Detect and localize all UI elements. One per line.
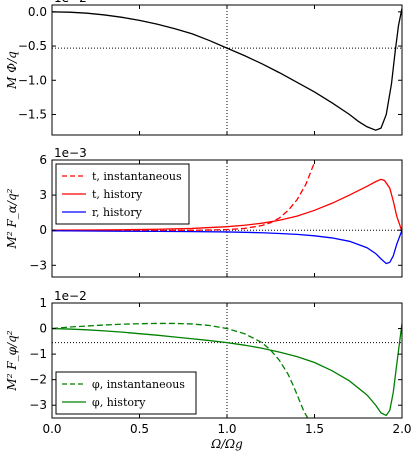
y-tick-label: −3: [29, 398, 47, 412]
legend-label: r, history: [92, 206, 143, 219]
exponent-label: 1e−3: [54, 146, 87, 160]
x-tick-label: 1.0: [217, 422, 236, 436]
y-tick-label: 0: [39, 223, 47, 237]
y-tick-label: −3: [29, 258, 47, 272]
y-tick-label: 3: [39, 188, 47, 202]
y-tick-label: −2: [29, 373, 47, 387]
panel-force-phi: 1 0 −1 −2 −3 0.0 0.5 1.0 1.5 2.0 1e−2 M² F_φ/q² φ, i…: [5, 289, 412, 436]
x-axis-label: Ω/Ωg: [210, 437, 243, 451]
series-line: [52, 178, 402, 232]
panel-force-t-r: 6 3 0 −3 1e−3 M² F_α/q² t, instantaneous t, his…: [5, 146, 403, 278]
y-tick-label: −1.0: [18, 73, 47, 87]
exponent-label: 1e−2: [54, 289, 87, 303]
y-axis-label: M² F_α/q²: [5, 188, 19, 249]
y-tick-label: −1: [29, 347, 47, 361]
y-tick-label: 1: [39, 296, 47, 310]
series-line: [52, 8, 402, 131]
x-tick-label: 1.5: [305, 422, 324, 436]
legend-label: t, history: [92, 188, 143, 201]
y-tick-label: −1.5: [18, 107, 47, 121]
y-axis-label: M Φ/q: [5, 51, 19, 90]
legend-label: φ, instantaneous: [92, 378, 185, 391]
x-tick-label: 0.0: [42, 422, 61, 436]
series-line: [52, 322, 309, 418]
plot-frame: [51, 4, 403, 136]
legend-label: t, instantaneous: [92, 170, 182, 183]
y-tick-label: 0: [39, 322, 47, 336]
series-line: [52, 229, 402, 265]
panel-potential: 0.0 −0.5 −1.0 −1.5 1e−2 M Φ/q: [5, 0, 403, 136]
y-tick-label: −0.5: [18, 39, 47, 53]
x-tick-label: 2.0: [392, 422, 411, 436]
y-axis-label: M² F_φ/q²: [5, 330, 19, 391]
legend-box: [55, 371, 197, 415]
y-tick-label: 0.0: [28, 5, 47, 19]
y-tick-label: 6: [39, 153, 47, 167]
exponent-label: 1e−2: [54, 0, 87, 5]
series-line: [52, 323, 402, 417]
x-tick-label: 0.5: [130, 422, 149, 436]
legend-label: φ, history: [92, 396, 146, 409]
